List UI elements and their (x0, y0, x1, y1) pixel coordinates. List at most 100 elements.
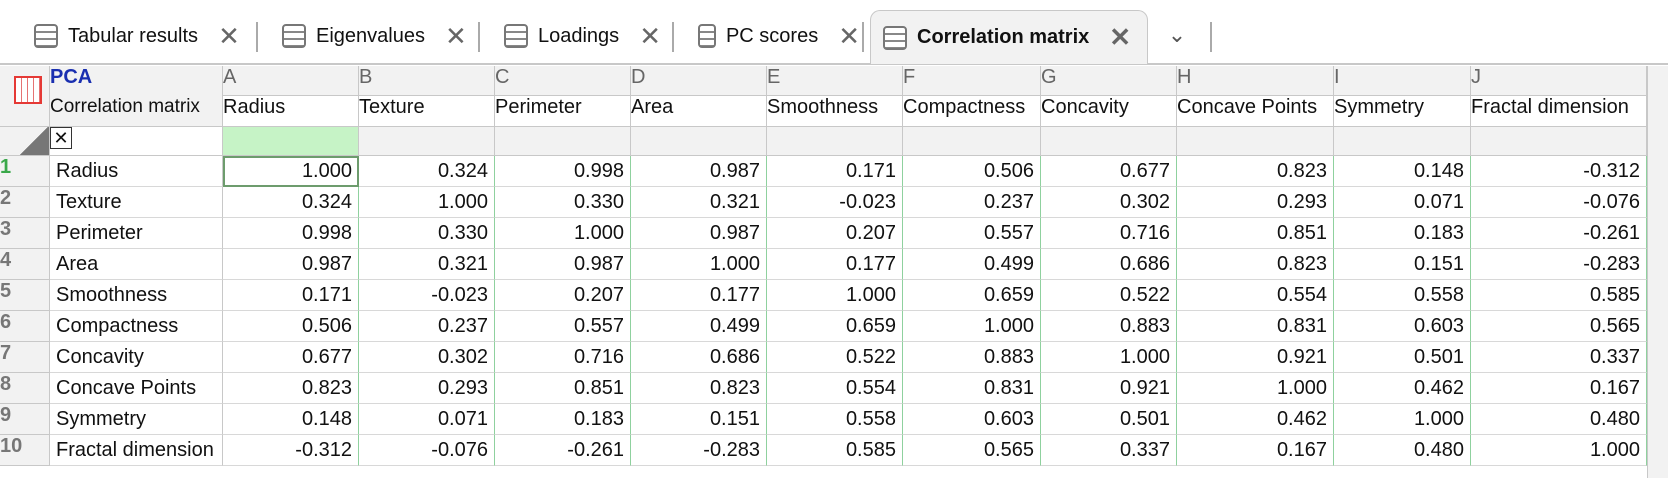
value-cell[interactable]: 0.499 (631, 311, 767, 342)
value-cell[interactable]: 0.851 (1177, 218, 1334, 249)
value-cell[interactable]: 0.337 (1471, 342, 1647, 373)
value-cell[interactable]: 0.071 (1334, 187, 1471, 218)
value-cell[interactable]: 0.522 (1041, 280, 1177, 311)
value-cell[interactable]: 0.554 (1177, 280, 1334, 311)
value-cell[interactable]: 0.585 (767, 435, 903, 466)
value-cell[interactable]: 0.337 (1041, 435, 1177, 466)
tab-close[interactable]: ✕ (218, 20, 240, 51)
value-cell[interactable]: 1.000 (1177, 373, 1334, 404)
value-cell[interactable]: 0.603 (1334, 311, 1471, 342)
value-cell[interactable]: 0.921 (1177, 342, 1334, 373)
value-cell[interactable]: -0.076 (1471, 187, 1647, 218)
value-cell[interactable]: 1.000 (495, 218, 631, 249)
value-cell[interactable]: 0.823 (1177, 249, 1334, 280)
value-cell[interactable]: -0.283 (1471, 249, 1647, 280)
value-cell[interactable]: 0.998 (223, 218, 359, 249)
value-cell[interactable]: 1.000 (359, 187, 495, 218)
value-cell[interactable]: 0.183 (1334, 218, 1471, 249)
value-cell[interactable]: 0.565 (1471, 311, 1647, 342)
value-cell[interactable]: 0.716 (1041, 218, 1177, 249)
value-cell[interactable]: -0.283 (631, 435, 767, 466)
value-cell[interactable]: 0.506 (223, 311, 359, 342)
tab-close[interactable]: ✕ (838, 20, 860, 51)
tab[interactable]: Loadings ✕ (492, 12, 664, 60)
value-cell[interactable]: 0.998 (495, 156, 631, 187)
value-cell[interactable]: 1.000 (631, 249, 767, 280)
value-cell[interactable]: 1.000 (223, 156, 359, 187)
value-cell[interactable]: -0.076 (359, 435, 495, 466)
value-cell[interactable]: 0.177 (767, 249, 903, 280)
value-cell[interactable]: 0.293 (1177, 187, 1334, 218)
value-cell[interactable]: 0.151 (1334, 249, 1471, 280)
value-cell[interactable]: 0.677 (223, 342, 359, 373)
tab-close[interactable]: ✕ (444, 20, 467, 51)
value-cell[interactable]: 0.558 (767, 404, 903, 435)
value-cell[interactable]: 0.823 (223, 373, 359, 404)
value-cell[interactable]: 0.330 (359, 218, 495, 249)
value-cell[interactable]: 0.831 (1177, 311, 1334, 342)
value-cell[interactable]: 0.921 (1041, 373, 1177, 404)
value-cell[interactable]: 0.603 (903, 404, 1041, 435)
value-cell[interactable]: 0.851 (495, 373, 631, 404)
value-cell[interactable]: 0.302 (1041, 187, 1177, 218)
value-cell[interactable]: 0.237 (903, 187, 1041, 218)
value-cell[interactable]: 0.883 (903, 342, 1041, 373)
value-cell[interactable]: 0.659 (767, 311, 903, 342)
value-cell[interactable]: 1.000 (1334, 404, 1471, 435)
value-cell[interactable]: 0.151 (631, 404, 767, 435)
value-cell[interactable]: 0.462 (1334, 373, 1471, 404)
value-cell[interactable]: 0.883 (1041, 311, 1177, 342)
value-cell[interactable]: 0.177 (631, 280, 767, 311)
value-cell[interactable]: 0.207 (495, 280, 631, 311)
tab[interactable]: Tabular results ✕ (22, 12, 248, 60)
value-cell[interactable]: 0.677 (1041, 156, 1177, 187)
value-cell[interactable]: -0.312 (1471, 156, 1647, 187)
value-cell[interactable]: 0.686 (631, 342, 767, 373)
tab-close[interactable]: ✕ (1109, 22, 1132, 52)
value-cell[interactable]: 0.557 (495, 311, 631, 342)
value-cell[interactable]: 0.823 (1177, 156, 1334, 187)
value-cell[interactable]: 0.302 (359, 342, 495, 373)
value-cell[interactable]: 0.987 (223, 249, 359, 280)
value-cell[interactable]: 1.000 (1041, 342, 1177, 373)
value-cell[interactable]: 0.831 (903, 373, 1041, 404)
value-cell[interactable]: -0.312 (223, 435, 359, 466)
value-cell[interactable]: 0.522 (767, 342, 903, 373)
value-cell[interactable]: 0.506 (903, 156, 1041, 187)
value-cell[interactable]: 0.499 (903, 249, 1041, 280)
value-cell[interactable]: 0.987 (631, 218, 767, 249)
value-cell[interactable]: 0.480 (1334, 435, 1471, 466)
value-cell[interactable]: 0.987 (631, 156, 767, 187)
value-cell[interactable]: 0.987 (495, 249, 631, 280)
value-cell[interactable]: 0.167 (1177, 435, 1334, 466)
tab-close[interactable]: ✕ (639, 20, 661, 51)
tab[interactable]: Eigenvalues ✕ (270, 12, 470, 60)
value-cell[interactable]: 0.716 (495, 342, 631, 373)
value-cell[interactable]: 0.183 (495, 404, 631, 435)
value-cell[interactable]: 0.237 (359, 311, 495, 342)
value-cell[interactable]: 1.000 (903, 311, 1041, 342)
value-cell[interactable]: 0.585 (1471, 280, 1647, 311)
value-cell[interactable]: 0.171 (223, 280, 359, 311)
value-cell[interactable]: -0.261 (495, 435, 631, 466)
value-cell[interactable]: 0.148 (1334, 156, 1471, 187)
value-cell[interactable]: 0.686 (1041, 249, 1177, 280)
value-cell[interactable]: 0.148 (223, 404, 359, 435)
value-cell[interactable]: 0.462 (1177, 404, 1334, 435)
value-cell[interactable]: 0.565 (903, 435, 1041, 466)
value-cell[interactable]: 0.501 (1041, 404, 1177, 435)
value-cell[interactable]: 0.071 (359, 404, 495, 435)
value-cell[interactable]: 0.293 (359, 373, 495, 404)
value-cell[interactable]: 0.554 (767, 373, 903, 404)
value-cell[interactable]: 0.501 (1334, 342, 1471, 373)
value-cell[interactable]: 0.324 (223, 187, 359, 218)
value-cell[interactable]: 0.823 (631, 373, 767, 404)
value-cell[interactable]: 0.321 (359, 249, 495, 280)
tab-dropdown[interactable]: ⌄ (1167, 22, 1187, 47)
value-cell[interactable]: 0.321 (631, 187, 767, 218)
value-cell[interactable]: 0.659 (903, 280, 1041, 311)
value-cell[interactable]: 0.167 (1471, 373, 1647, 404)
value-cell[interactable]: 0.207 (767, 218, 903, 249)
value-cell[interactable]: 0.171 (767, 156, 903, 187)
value-cell[interactable]: 0.330 (495, 187, 631, 218)
